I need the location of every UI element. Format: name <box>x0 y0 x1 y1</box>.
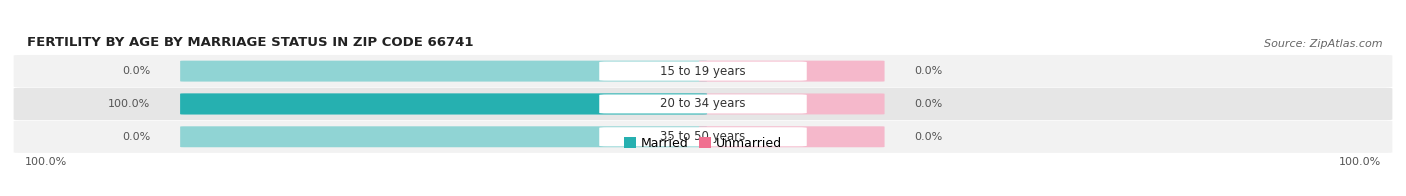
Text: 100.0%: 100.0% <box>24 157 67 167</box>
Text: FERTILITY BY AGE BY MARRIAGE STATUS IN ZIP CODE 66741: FERTILITY BY AGE BY MARRIAGE STATUS IN Z… <box>27 36 474 49</box>
FancyBboxPatch shape <box>14 88 1392 120</box>
FancyBboxPatch shape <box>699 93 884 114</box>
Text: 0.0%: 0.0% <box>122 132 150 142</box>
FancyBboxPatch shape <box>699 61 884 82</box>
FancyBboxPatch shape <box>14 55 1392 87</box>
FancyBboxPatch shape <box>599 94 807 113</box>
Text: 0.0%: 0.0% <box>914 99 943 109</box>
Text: 100.0%: 100.0% <box>1339 157 1382 167</box>
FancyBboxPatch shape <box>599 127 807 146</box>
FancyBboxPatch shape <box>699 126 884 147</box>
FancyBboxPatch shape <box>180 93 707 114</box>
FancyBboxPatch shape <box>180 61 707 82</box>
Text: 0.0%: 0.0% <box>914 132 943 142</box>
Text: 35 to 50 years: 35 to 50 years <box>661 130 745 143</box>
Text: 0.0%: 0.0% <box>914 66 943 76</box>
FancyBboxPatch shape <box>599 62 807 81</box>
Text: 15 to 19 years: 15 to 19 years <box>661 65 745 78</box>
FancyBboxPatch shape <box>180 126 707 147</box>
FancyBboxPatch shape <box>14 121 1392 153</box>
Text: 20 to 34 years: 20 to 34 years <box>661 97 745 111</box>
Text: Source: ZipAtlas.com: Source: ZipAtlas.com <box>1264 39 1384 49</box>
Text: 0.0%: 0.0% <box>122 66 150 76</box>
Text: 100.0%: 100.0% <box>108 99 150 109</box>
FancyBboxPatch shape <box>180 93 707 114</box>
Legend: Married, Unmarried: Married, Unmarried <box>619 132 787 155</box>
